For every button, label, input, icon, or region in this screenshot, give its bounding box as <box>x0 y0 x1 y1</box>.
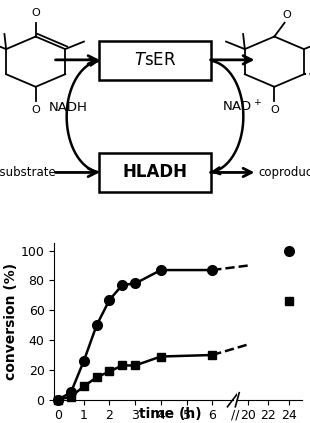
Text: NAD$^+$: NAD$^+$ <box>222 100 262 115</box>
Text: NADH: NADH <box>49 101 88 114</box>
Text: O: O <box>31 8 40 19</box>
FancyBboxPatch shape <box>99 41 211 80</box>
Text: O: O <box>282 10 291 20</box>
FancyBboxPatch shape <box>99 153 211 192</box>
Y-axis label: conversion (%): conversion (%) <box>4 263 18 380</box>
Text: cosubstrate: cosubstrate <box>0 166 56 179</box>
Text: $\mathit{T}$sER: $\mathit{T}$sER <box>134 51 176 69</box>
Text: coproduct: coproduct <box>259 166 310 179</box>
Text: O: O <box>270 105 279 115</box>
Text: HLADH: HLADH <box>122 163 188 181</box>
Text: //: // <box>231 408 239 421</box>
Text: O: O <box>31 105 40 115</box>
Text: time (h): time (h) <box>139 407 202 421</box>
